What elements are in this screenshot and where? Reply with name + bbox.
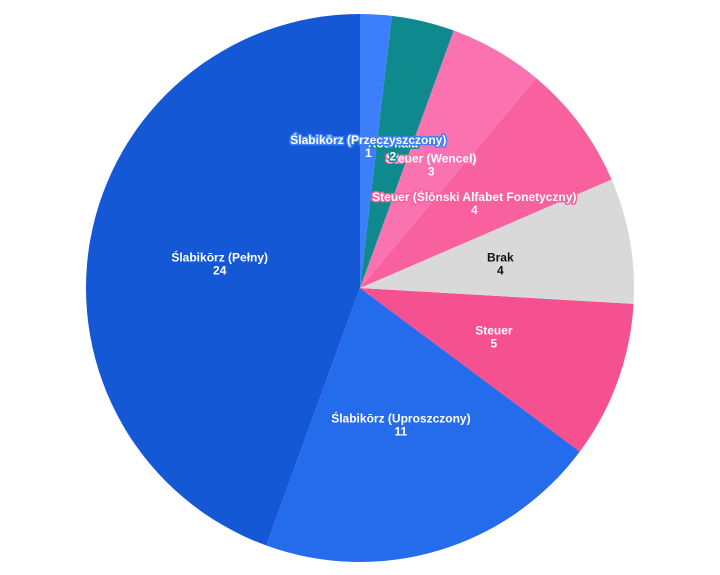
slice-label-3: Brak bbox=[487, 250, 514, 264]
pie-slice-2 bbox=[360, 288, 634, 452]
slice-value-5: 3 bbox=[428, 165, 435, 179]
slice-value-3: 4 bbox=[497, 263, 504, 277]
pie-slice-4 bbox=[360, 78, 612, 288]
slice-value-1: 11 bbox=[395, 425, 408, 439]
slice-label-6: Kosmala bbox=[368, 136, 418, 150]
pie-slice-1 bbox=[266, 288, 580, 563]
slice-label-2: Steuer bbox=[475, 324, 513, 338]
slice-value-7: 1 bbox=[365, 146, 372, 160]
slice-label-7: Ślabikōrz (Przeczyszczony) bbox=[290, 132, 446, 147]
slice-label-0: Ślabikōrz (Pełny) bbox=[171, 249, 268, 264]
pie-slice-7 bbox=[360, 13, 392, 288]
slice-value-4: 4 bbox=[471, 203, 478, 217]
pie-slices bbox=[85, 13, 635, 563]
pie-slice-0 bbox=[85, 14, 361, 546]
slice-value-2: 5 bbox=[491, 337, 498, 351]
slice-label-5: Steuer (Wencel) bbox=[386, 152, 476, 166]
pie-slice-5 bbox=[360, 30, 537, 289]
pie-slice-3 bbox=[360, 179, 635, 304]
slice-label-1: Ślabikōrz (Uproszczony) bbox=[331, 411, 470, 426]
slice-value-0: 24 bbox=[213, 263, 227, 277]
slice-label-4: Steuer (Ślōnski Alfabet Fonetyczny) bbox=[372, 189, 576, 204]
slice-value-6: 2 bbox=[390, 149, 397, 163]
pie-slice-6 bbox=[360, 15, 454, 288]
